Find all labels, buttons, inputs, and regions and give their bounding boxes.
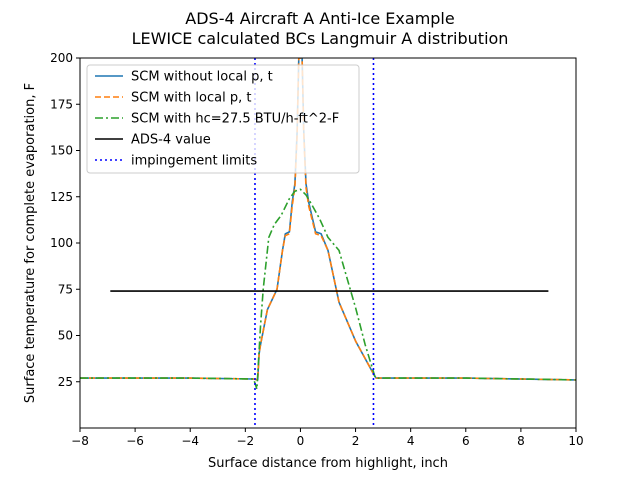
x-tick-label: 6 xyxy=(462,434,470,448)
y-tick-label: 175 xyxy=(50,97,73,111)
y-tick-label: 150 xyxy=(50,144,73,158)
x-tick-label: −4 xyxy=(181,434,199,448)
x-tick-label: −2 xyxy=(236,434,254,448)
legend-box xyxy=(86,64,360,174)
x-axis-label: Surface distance from highlight, inch xyxy=(208,456,448,471)
legend-label-4: ADS-4 value xyxy=(131,133,211,148)
y-axis-label: Surface temperature for complete evapora… xyxy=(23,83,38,403)
x-tick-label: −8 xyxy=(71,434,89,448)
legend-label-5: impingement limits xyxy=(131,154,257,169)
y-axis: 25 50 75 100 125 150 175 200 xyxy=(50,51,80,389)
y-tick-label: 25 xyxy=(58,375,73,389)
x-tick-label: 8 xyxy=(517,434,525,448)
legend: SCM without local p, t SCM with local p, … xyxy=(86,64,360,174)
x-tick-label: 0 xyxy=(297,434,305,448)
legend-label-3: SCM with hc=27.5 BTU/h-ft^2-F xyxy=(131,112,339,127)
x-tick-label: 4 xyxy=(407,434,415,448)
y-tick-label: 75 xyxy=(58,282,73,296)
legend-label-1: SCM without local p, t xyxy=(131,70,273,85)
chart-title-line-2: LEWICE calculated BCs Langmuir A distrib… xyxy=(132,29,509,48)
y-tick-label: 100 xyxy=(50,236,73,250)
legend-label-2: SCM with local p, t xyxy=(131,91,251,106)
x-tick-label: −6 xyxy=(126,434,144,448)
y-tick-label: 125 xyxy=(50,190,73,204)
y-tick-label: 50 xyxy=(58,329,73,343)
series-line-3 xyxy=(80,188,576,390)
chart-title-line-1: ADS-4 Aircraft A Anti-Ice Example xyxy=(185,9,454,28)
x-tick-label: 10 xyxy=(568,434,583,448)
y-tick-label: 200 xyxy=(50,51,73,65)
x-tick-label: 2 xyxy=(352,434,360,448)
x-axis: −8 −6 −4 −2 0 2 4 6 8 10 xyxy=(71,428,584,448)
